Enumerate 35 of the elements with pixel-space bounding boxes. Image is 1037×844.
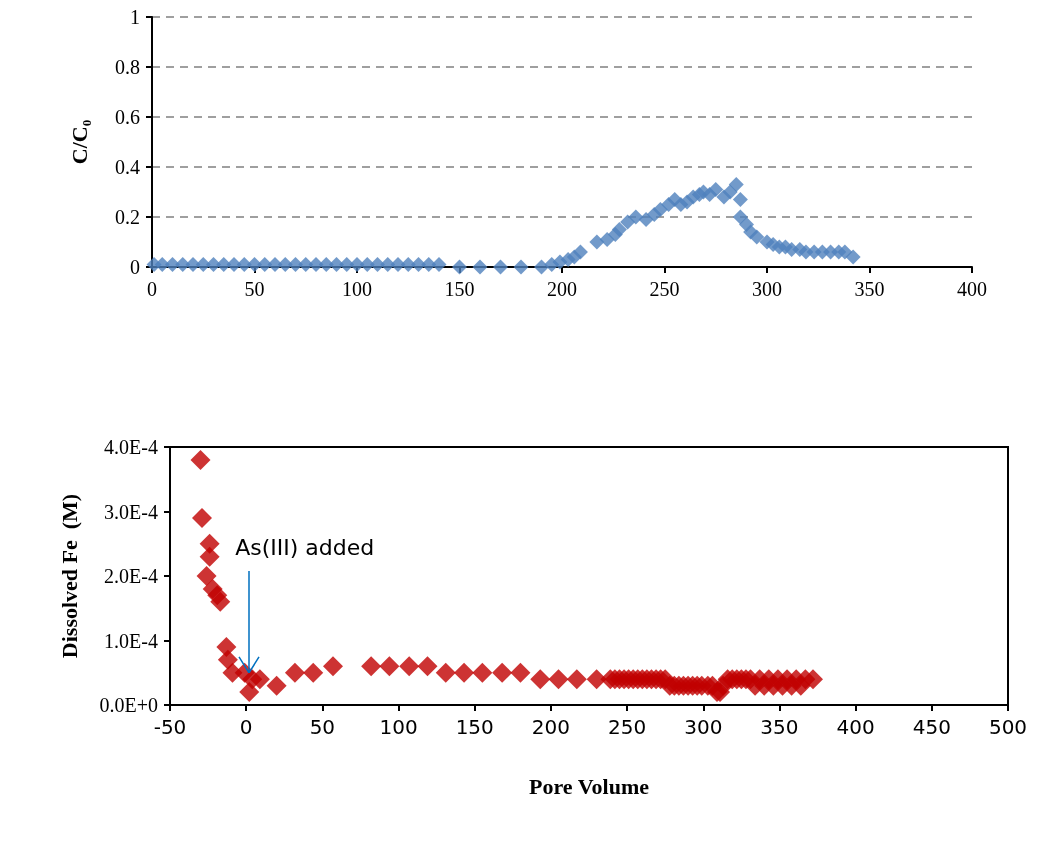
x-tick-label: 350 [854, 278, 885, 300]
x-tick-label: 450 [912, 715, 951, 739]
y-tick-label: 0.8 [115, 56, 140, 78]
x-tick-label: 300 [684, 715, 723, 739]
y-tick-label: 0.0E+0 [99, 694, 158, 716]
y-tick-label: 0.6 [115, 106, 140, 128]
x-tick-label: -50 [153, 715, 187, 739]
y-tick-label: 2.0E-4 [104, 565, 158, 587]
y-tick-label: 4.0E-4 [104, 436, 158, 458]
x-tick-label: 400 [836, 715, 875, 739]
x-tick-label: 150 [444, 278, 475, 300]
y-axis-title: C/C₀ [66, 119, 92, 165]
x-tick-label: 200 [531, 715, 570, 739]
x-tick-label: 50 [244, 278, 265, 300]
x-tick-label: 250 [649, 278, 680, 300]
y-tick-label: 0.2 [115, 206, 140, 228]
y-tick-label: 1.0E-4 [104, 629, 158, 652]
y-tick-label: 0.4 [115, 156, 140, 178]
x-tick-label: 50 [309, 715, 336, 739]
x-tick-label: 100 [379, 715, 418, 739]
x-tick-label: 100 [342, 278, 372, 300]
x-tick-label: 350 [760, 715, 799, 739]
y-tick-label: 0 [130, 256, 140, 278]
x-tick-label: 0 [239, 715, 253, 739]
x-tick-label: 150 [455, 715, 494, 739]
y-tick-label: 3.0E-4 [104, 500, 158, 523]
x-tick-label: 400 [957, 278, 987, 300]
x-tick-label: 300 [752, 278, 782, 300]
annotation: As(III) added [235, 534, 375, 560]
x-tick-label: 200 [547, 278, 577, 300]
x-axis-title: Pore Volume [529, 773, 650, 799]
x-tick-label: 500 [988, 715, 1028, 739]
y-axis-title: Dissolved Fe (M) [56, 493, 82, 659]
y-tick-label: 1 [130, 6, 140, 28]
x-tick-label: 250 [608, 715, 647, 739]
